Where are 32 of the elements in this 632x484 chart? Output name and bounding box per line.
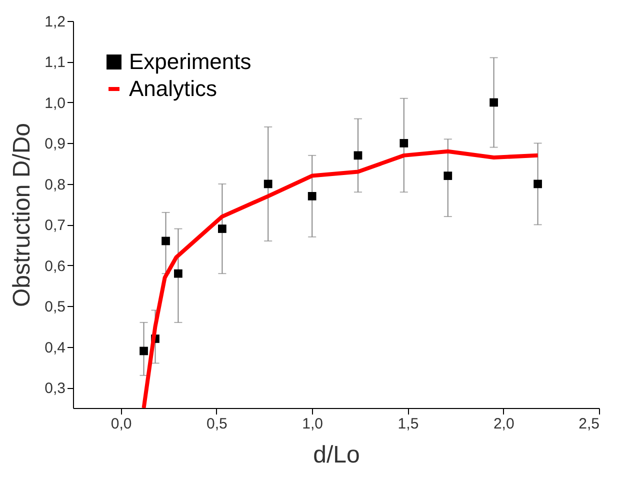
point: [308, 192, 316, 200]
y-tick-label: 0,7: [44, 217, 66, 234]
y-tick-label: 0,6: [44, 258, 66, 275]
point: [264, 180, 272, 188]
y-axis-title: Obstruction D/Do: [8, 122, 36, 308]
x-axis-title: d/Lo: [313, 442, 360, 468]
x-tick-label: 2,5: [578, 416, 600, 432]
x-tick-label: 1,0: [302, 416, 324, 432]
point: [354, 151, 362, 160]
point: [444, 172, 452, 180]
point: [174, 269, 182, 278]
y-tick-label: 1,2: [44, 14, 66, 30]
line-series: [142, 149, 540, 410]
x-tick-label: 0,0: [110, 416, 132, 432]
y-tick-label: 0,3: [44, 380, 66, 398]
legend-label: Experiments: [129, 49, 252, 74]
point: [140, 346, 148, 356]
x-tick-label: 0,5: [206, 416, 228, 432]
point: [490, 98, 498, 107]
y-tick-label: 1,1: [44, 54, 66, 72]
y-tick-label: 0,5: [44, 298, 66, 316]
point: [162, 236, 170, 246]
x-tick-label: 2,0: [493, 416, 514, 432]
y-tick-label: 1,0: [44, 94, 66, 112]
y-tick-label: 0,8: [44, 176, 66, 194]
legend-label: Analytics: [129, 76, 218, 101]
point: [400, 139, 408, 148]
point: [218, 224, 226, 233]
point: [534, 180, 542, 188]
x-tick-label: 1,5: [398, 416, 419, 432]
y-tick-label: 0,9: [44, 136, 66, 153]
y-tick-label: 0,4: [44, 339, 66, 356]
